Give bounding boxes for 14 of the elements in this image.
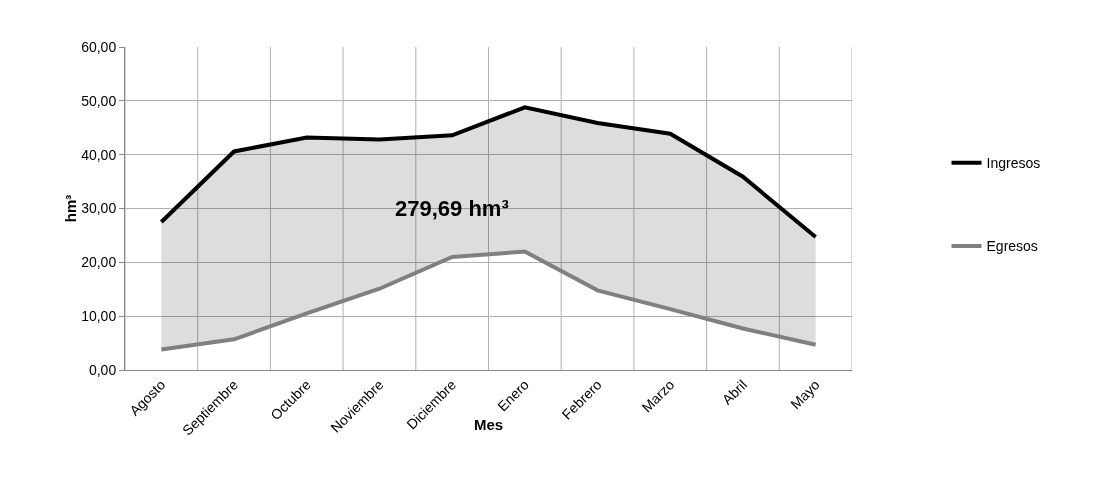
y-tick-label: 20,00	[81, 254, 117, 271]
y-tick-label: 40,00	[81, 146, 117, 163]
y-tick-label: 60,00	[81, 38, 117, 55]
line-series	[159, 249, 818, 352]
y-tick-label: 50,00	[81, 92, 117, 109]
line-series	[159, 105, 818, 240]
y-tick-label: 10,00	[81, 308, 117, 325]
annotation: 279,69 hm³	[395, 196, 509, 221]
legend-label: Ingresos	[986, 155, 1041, 172]
y-axis-title: hm³	[62, 194, 80, 223]
y-tick-label: 30,00	[81, 200, 117, 217]
x-axis-title: Mes	[473, 416, 504, 434]
legend-label: Egresos	[986, 238, 1038, 255]
y-tick-label: 0,00	[88, 361, 117, 378]
